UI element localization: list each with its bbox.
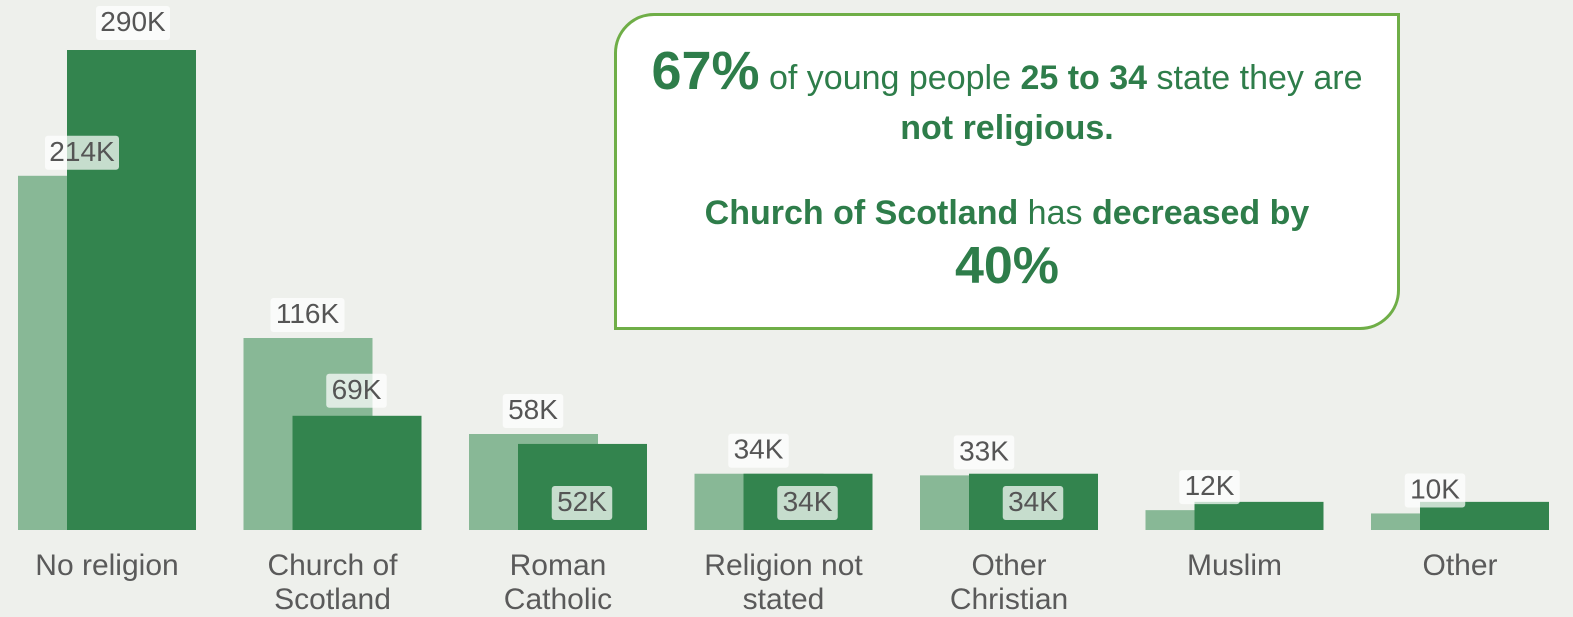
data-label-earlier-0-text: 214K <box>49 136 115 167</box>
category-label-1: Church of Scotland <box>267 549 398 616</box>
summary-callout: 67% of young people 25 to 34 state they … <box>614 13 1400 330</box>
data-label-earlier-6: 10K <box>1404 473 1466 508</box>
data-label-earlier-0: 214K <box>45 135 119 170</box>
data-label-latest-3: 34K <box>777 486 838 520</box>
data-label-earlier-6-bg <box>1404 473 1466 508</box>
data-label-earlier-1: 116K <box>270 298 345 332</box>
data-label-earlier-3-bg <box>728 433 789 468</box>
bar-latest-0 <box>67 50 196 530</box>
bar-latest-5 <box>1194 501 1324 530</box>
callout-young-people: 67% of young people 25 to 34 state they … <box>651 41 1363 147</box>
data-label-latest-1: 69K <box>326 373 387 408</box>
age-range: 25 to 34 <box>1020 59 1148 97</box>
bar-latest-1 <box>292 415 422 530</box>
data-label-latest-3-bg <box>777 486 838 520</box>
data-label-latest-4-text: 34K <box>1008 486 1058 517</box>
category-label-6: Other <box>1422 549 1497 582</box>
data-label-latest-1-bg <box>326 373 387 408</box>
data-label-earlier-5-text: 12K <box>1185 470 1235 501</box>
data-label-earlier-5-bg <box>1179 470 1240 505</box>
data-label-earlier-4-bg <box>953 435 1015 470</box>
data-label-latest-1-text: 69K <box>332 374 382 405</box>
pct-church-value: 40% <box>954 237 1060 295</box>
data-label-earlier-5: 12K <box>1179 470 1240 505</box>
data-label-latest-4: 34K <box>1002 486 1064 520</box>
church-name: Church of Scotland <box>704 194 1019 232</box>
data-label-earlier-3: 34K <box>728 433 789 468</box>
data-label-latest-4-bg <box>1002 486 1064 520</box>
data-label-latest-2-bg <box>551 486 613 520</box>
decreased-label: decreased by <box>1091 194 1310 232</box>
data-label-earlier-1-bg <box>270 298 345 332</box>
category-label-2: Roman Catholic <box>504 549 612 616</box>
category-label-3: Religion not stated <box>704 549 863 616</box>
category-label-4: Other Christian <box>950 549 1068 616</box>
data-label-latest-0-text: 290K <box>100 6 166 37</box>
data-label-earlier-4-text: 33K <box>959 435 1009 466</box>
data-label-earlier-2: 58K <box>502 394 564 428</box>
category-label-0: No religion <box>35 549 178 582</box>
data-label-earlier-2-text: 58K <box>508 394 558 425</box>
data-label-latest-3-text: 34K <box>783 486 833 517</box>
data-label-latest-0-bg <box>96 6 170 40</box>
data-label-latest-2: 52K <box>551 486 613 520</box>
pct-young-value: 67% <box>651 41 760 101</box>
data-label-earlier-4: 33K <box>953 435 1015 470</box>
data-label-latest-0: 290K <box>96 6 170 40</box>
callout-church-decrease: Church of Scotland has decreased by 40% <box>647 191 1367 297</box>
category-label-5: Muslim <box>1187 549 1282 582</box>
data-label-earlier-0-bg <box>45 135 119 170</box>
data-label-latest-2-text: 52K <box>557 486 607 517</box>
data-label-earlier-3-text: 34K <box>734 434 784 465</box>
data-label-earlier-6-text: 10K <box>1410 473 1460 504</box>
data-label-earlier-1-text: 116K <box>276 298 340 329</box>
data-label-earlier-2-bg <box>502 394 564 428</box>
not-religious: not religious. <box>900 109 1114 147</box>
